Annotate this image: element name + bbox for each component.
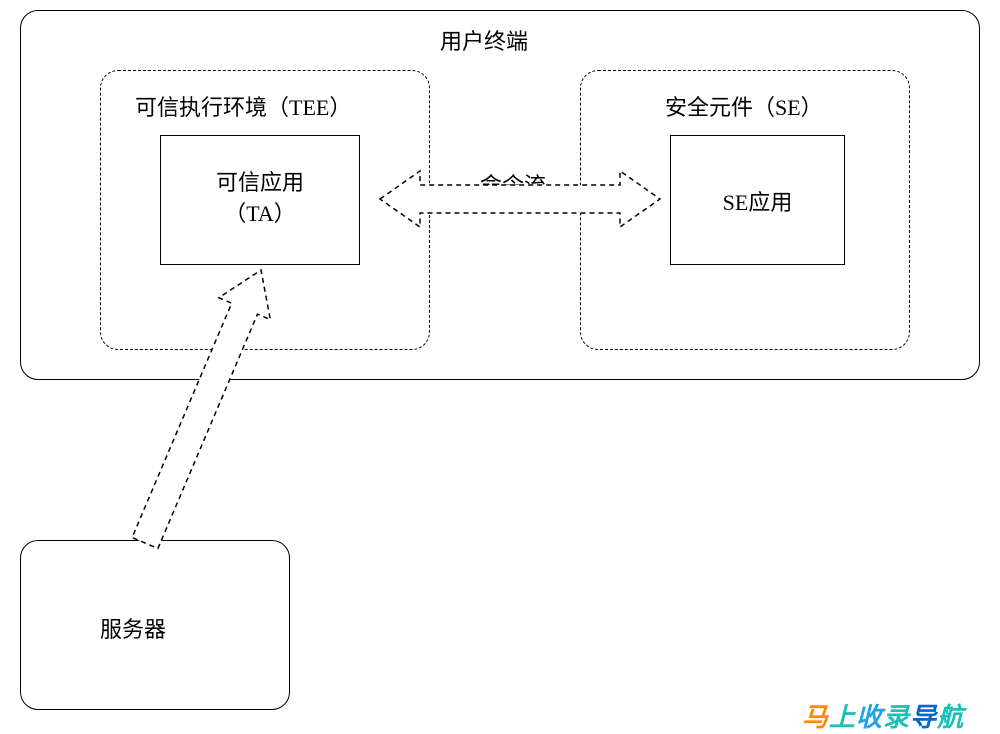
user-terminal-label: 用户终端 — [440, 24, 528, 56]
command-flow-label: 命令流 — [480, 168, 546, 200]
diagram-canvas: 用户终端 可信执行环境（TEE） 可信应用 （TA） 安全元件（SE） SE应用… — [0, 0, 1000, 726]
se-app-label: SE应用 — [670, 185, 845, 217]
ta-label: 可信应用 （TA） — [160, 168, 360, 230]
se-label: 安全元件（SE） — [665, 90, 823, 122]
watermark: 马上收录导航 — [802, 697, 964, 734]
tee-label: 可信执行环境（TEE） — [135, 90, 351, 122]
server-label: 服务器 — [100, 612, 166, 644]
ta-label-line2: （TA） — [224, 201, 296, 226]
ta-label-line1: 可信应用 — [216, 170, 304, 195]
